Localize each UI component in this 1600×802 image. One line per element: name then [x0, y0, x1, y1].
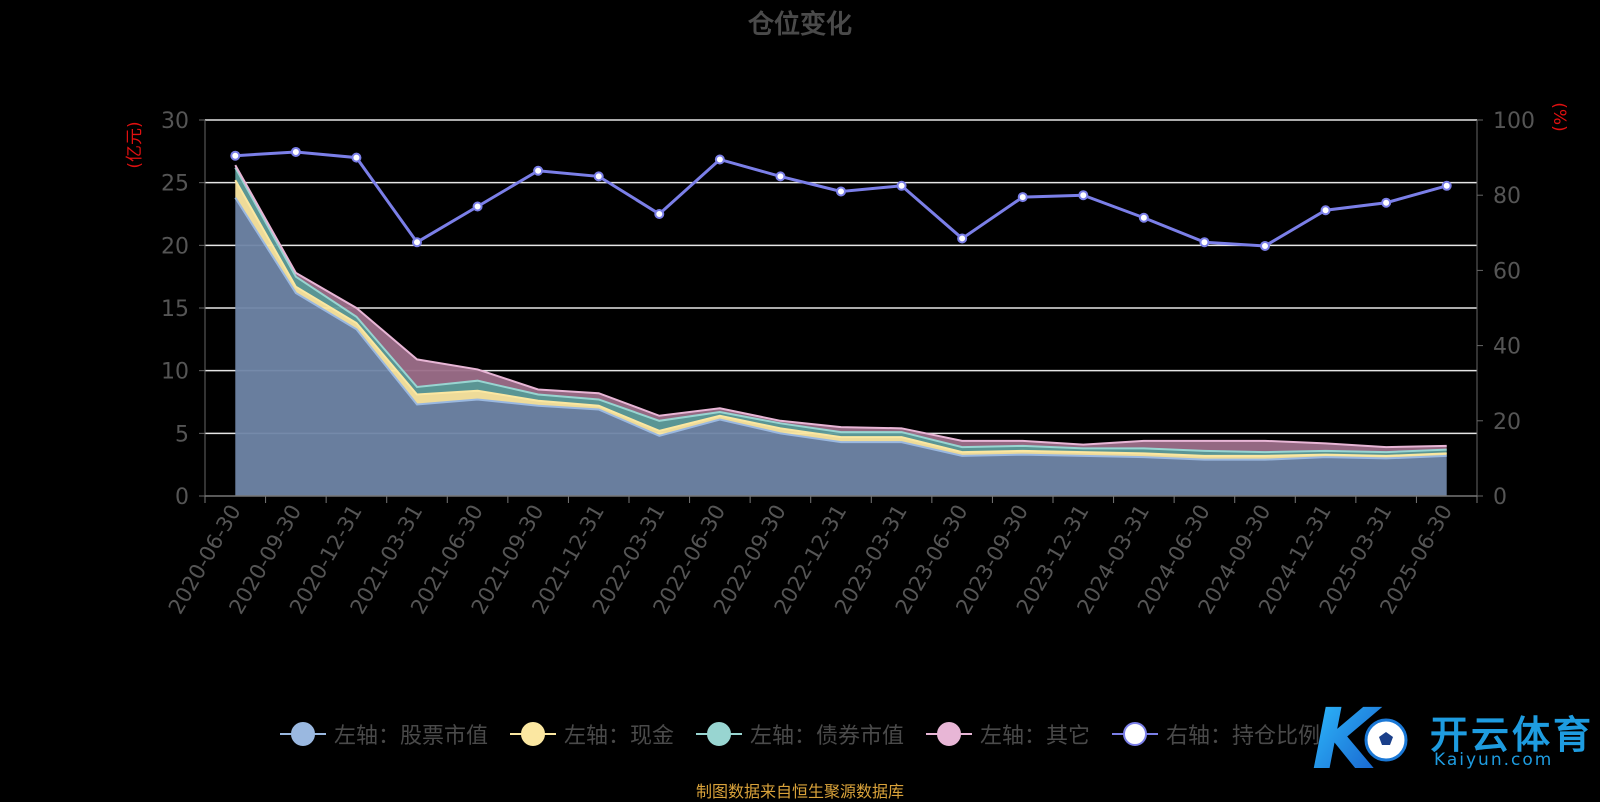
- legend-item-bond[interactable]: 左轴：债券市值: [695, 718, 904, 750]
- y-right-tick-label: 0: [1493, 485, 1507, 510]
- y-right-tick-label: 100: [1493, 109, 1535, 134]
- line-左轴：现金: [234, 179, 1447, 457]
- legend-label-ratio: 右轴：持仓比例: [1166, 724, 1321, 749]
- area-左轴：股票市值: [235, 197, 1447, 496]
- ratio-point: [957, 233, 968, 244]
- legend: 左轴：股票市值 左轴：现金 左轴：债券市值 左轴：其它 右轴：持仓比例: [0, 718, 1600, 750]
- ratio-point: [896, 180, 907, 191]
- y-right-tick-label: 40: [1493, 335, 1521, 360]
- ratio-point: [1199, 237, 1210, 248]
- ratio-line: [235, 150, 1448, 248]
- ratio-point: [1017, 192, 1028, 203]
- ratio-point: [1441, 180, 1452, 191]
- y-left-tick-label: 30: [161, 109, 189, 134]
- y-right-tick-label: 80: [1493, 184, 1521, 209]
- ratio-point: [1138, 212, 1149, 223]
- legend-swatch-stock: [279, 722, 326, 746]
- line-左轴：其它: [234, 164, 1447, 449]
- legend-swatch-bond: [695, 722, 742, 746]
- ratio-point: [290, 146, 301, 157]
- y-right-tick-label: 60: [1493, 259, 1521, 284]
- legend-swatch-other: [926, 722, 972, 746]
- kaiyun-logo-icon: K: [1312, 690, 1408, 788]
- chart-title: 仓位变化: [747, 10, 852, 40]
- y-right-axis-title: (%): [1549, 102, 1569, 131]
- legend-label-cash: 左轴：现金: [563, 724, 674, 749]
- y-right-tick-label: 20: [1493, 410, 1521, 435]
- ratio-point: [230, 150, 241, 161]
- legend-item-ratio[interactable]: 右轴：持仓比例: [1112, 718, 1320, 750]
- line-左轴：债券市值: [234, 167, 1447, 454]
- ratio-point: [836, 186, 846, 197]
- legend-label-other: 左轴：其它: [980, 724, 1091, 749]
- watermark-subtext: Kaiyun.com: [1434, 750, 1554, 770]
- y-left-axis-title: (亿元): [125, 121, 145, 168]
- y-left-tick-label: 25: [161, 172, 189, 197]
- ratio-point: [654, 209, 665, 219]
- legend-item-stock[interactable]: 左轴：股票市值: [279, 718, 488, 750]
- y-left-tick-label: 0: [175, 485, 189, 510]
- y-left-tick-label: 10: [161, 360, 189, 385]
- legend-label-bond: 左轴：债券市值: [749, 724, 904, 749]
- line-左轴：股票市值: [234, 197, 1447, 461]
- ratio-point: [593, 171, 604, 182]
- y-left-tick-label: 20: [161, 234, 189, 259]
- ratio-point: [412, 237, 422, 248]
- ratio-point: [472, 201, 483, 212]
- legend-swatch-ratio: [1112, 722, 1159, 746]
- y-left-tick-label: 5: [175, 422, 189, 447]
- ratio-point: [533, 165, 544, 176]
- legend-item-cash[interactable]: 左轴：现金: [509, 718, 674, 750]
- ratio-point: [1320, 205, 1331, 216]
- ratio-point: [714, 154, 725, 165]
- data-source-note: 制图数据来自恒生聚源数据库: [695, 782, 904, 801]
- watermark-logo: K 开云体育 Kaiyun.com: [1312, 690, 1600, 788]
- ratio-point: [351, 152, 362, 163]
- legend-item-other[interactable]: 左轴：其它: [926, 718, 1090, 750]
- legend-label-stock: 左轴：股票市值: [333, 724, 488, 749]
- ratio-point: [1381, 197, 1392, 208]
- ratio-point: [1260, 240, 1270, 251]
- watermark-text: 开云体育: [1430, 713, 1595, 757]
- y-left-tick-label: 15: [161, 297, 189, 322]
- legend-swatch-cash: [509, 722, 556, 746]
- ratio-point: [1078, 190, 1089, 201]
- ratio-point: [775, 171, 786, 182]
